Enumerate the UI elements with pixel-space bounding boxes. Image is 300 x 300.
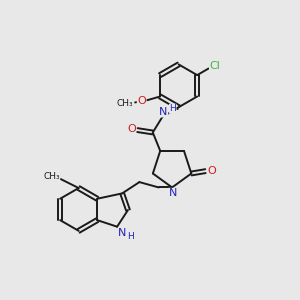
Text: Cl: Cl — [210, 61, 220, 71]
Text: CH₃: CH₃ — [43, 172, 60, 181]
Text: N: N — [159, 107, 168, 117]
Text: N: N — [169, 188, 177, 198]
Text: O: O — [127, 124, 136, 134]
Text: CH₃: CH₃ — [116, 99, 133, 108]
Text: O: O — [137, 96, 146, 106]
Text: H: H — [127, 232, 134, 241]
Text: H: H — [169, 104, 176, 113]
Text: N: N — [118, 228, 127, 238]
Text: O: O — [207, 166, 216, 176]
